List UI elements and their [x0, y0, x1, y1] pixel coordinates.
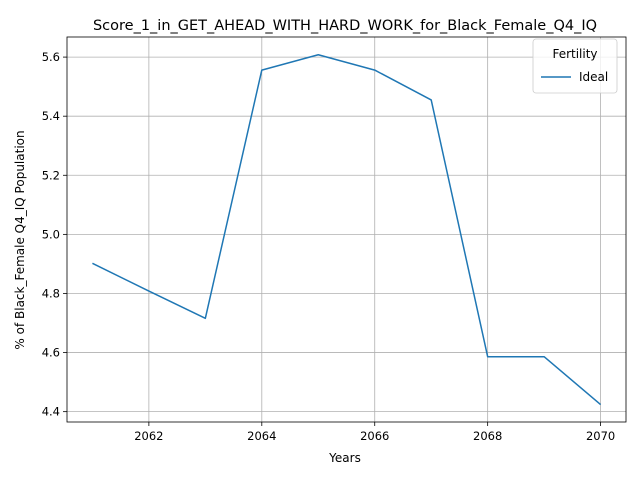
y-tick-label: 5.4: [42, 109, 60, 123]
legend-label-ideal: Ideal: [579, 70, 608, 84]
legend: Fertility Ideal: [532, 38, 618, 94]
y-tick-label: 4.6: [42, 346, 60, 360]
plot-frame: [66, 36, 627, 423]
y-tick-label: 5.2: [42, 168, 60, 182]
x-tick-label: 2068: [473, 429, 502, 443]
y-tick-label: 4.4: [42, 405, 60, 419]
legend-title: Fertility: [552, 47, 597, 61]
series-line-ideal: [92, 53, 602, 406]
grid: [67, 37, 626, 422]
x-axis-ticks: 2062 2064 2066 2068 2070: [134, 422, 615, 443]
x-tick-label: 2064: [247, 429, 276, 443]
y-axis-label: % of Black_Female Q4_IQ Population: [13, 130, 27, 349]
y-tick-label: 5.0: [42, 227, 60, 241]
y-axis-ticks: 4.4 4.6 4.8 5.0 5.2 5.4 5.6: [42, 50, 67, 419]
x-tick-label: 2070: [586, 429, 615, 443]
y-tick-label: 5.6: [42, 50, 60, 64]
legend-box: [532, 38, 618, 94]
chart-title: Score_1_in_GET_AHEAD_WITH_HARD_WORK_for_…: [93, 18, 597, 34]
x-tick-label: 2066: [360, 429, 389, 443]
x-tick-label: 2062: [134, 429, 163, 443]
x-axis-label: Years: [328, 451, 361, 465]
series-layer: [92, 53, 602, 406]
y-tick-label: 4.8: [42, 286, 60, 300]
